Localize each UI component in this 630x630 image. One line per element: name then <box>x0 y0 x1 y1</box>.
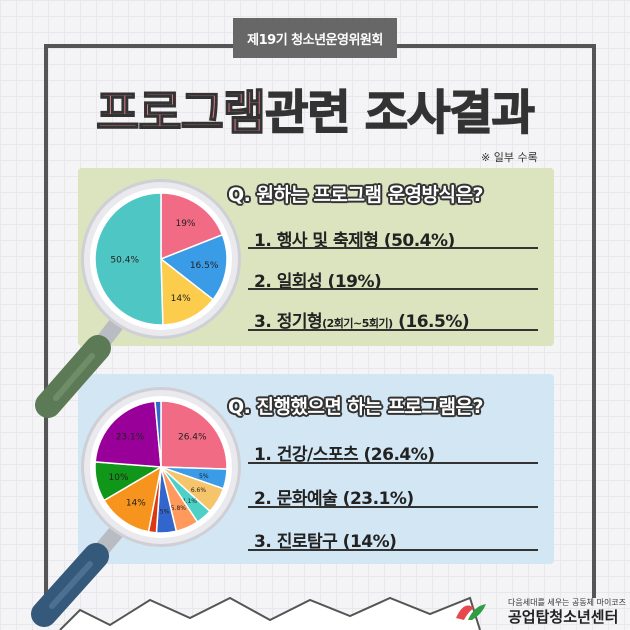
q2-underline-2 <box>248 506 538 508</box>
pie2-slice-0 <box>160 400 228 470</box>
pie1-slice-0 <box>160 192 224 261</box>
pie1-slice-2 <box>160 257 215 326</box>
q2-answer-2: 2. 문화예술 (23.1%) <box>254 489 414 509</box>
q1-underline-1 <box>248 247 538 249</box>
pie2-label-2: 6.6% <box>191 487 207 494</box>
question-2: Q. 진행했으면 하는 프로그램은? <box>228 396 484 418</box>
pie2-label-9: 23.1% <box>116 432 145 442</box>
title-rest: 관련 조사결과 <box>264 85 535 142</box>
pie-chart-2: 26.4%5%6.6%4.1%5.8%5%14%10%23.1% <box>94 400 228 534</box>
pie1-label-0: 19% <box>175 219 195 229</box>
q1-answer-2: 2. 일회성 (19%) <box>254 272 382 292</box>
pie2-label-1: 5% <box>199 473 209 480</box>
pie2-label-3: 4.1% <box>182 498 198 505</box>
pie2-label-5: 5% <box>160 508 170 515</box>
pie2-label-4: 5.8% <box>171 505 187 512</box>
logo-mark-icon <box>456 604 486 620</box>
magnifier-handle-1 <box>35 314 126 418</box>
q1-answer-3-sub: (2회기~5회기) <box>322 317 393 330</box>
pie1-slice-3 <box>94 192 164 326</box>
pie1-label-3: 50.4% <box>110 256 139 266</box>
pie2-label-7: 14% <box>126 499 146 509</box>
q2-answer-1: 1. 건강/스포츠 (26.4%) <box>254 445 435 465</box>
pie1-label-1: 16.5% <box>190 261 219 271</box>
question-1: Q. 원하는 프로그램 운영방식은? <box>228 184 484 206</box>
magnifier-handle-2 <box>31 522 126 627</box>
pie-chart-1: 19% 16.5% 14% 50.4% <box>94 192 228 326</box>
header-badge: 제19기 청소년운영위원회 <box>233 18 397 58</box>
pie2-slice-10 <box>154 400 162 468</box>
pie2-label-0: 26.4% <box>178 433 207 443</box>
pie2-slice-9 <box>94 400 162 468</box>
logo-tagline: 다음세대를 세우는 공동체 마이코즈 <box>508 598 627 607</box>
pie2-label-8: 10% <box>109 473 129 483</box>
q1-answer-3: 3. 정기형(2회기~5회기) (16.5%) <box>254 307 470 332</box>
pie1-slice-1 <box>159 233 228 301</box>
q1-answer-3-tail: (16.5%) <box>392 312 470 332</box>
torn-paper-edge <box>59 596 481 630</box>
partial-note: ※ 일부 수록 <box>481 151 538 164</box>
pie2-slice-7 <box>103 465 163 533</box>
title-highlight: 프로그램 <box>95 85 266 142</box>
pie1-label-2: 14% <box>171 294 191 304</box>
q1-underline-2 <box>248 288 538 290</box>
q1-answer-3-main: 3. 정기형 <box>254 312 323 332</box>
q1-underline-3 <box>248 329 538 331</box>
logo-name: 공업탑청소년센터 <box>508 608 619 626</box>
q2-underline-3 <box>248 549 538 551</box>
q2-underline-1 <box>248 462 538 464</box>
q2-answer-3: 3. 진로탐구 (14%) <box>254 532 397 552</box>
page-title: 프로그램관련 조사결과 <box>0 74 630 143</box>
q1-answer-1: 1. 행사 및 축제형 (50.4%) <box>254 231 455 251</box>
